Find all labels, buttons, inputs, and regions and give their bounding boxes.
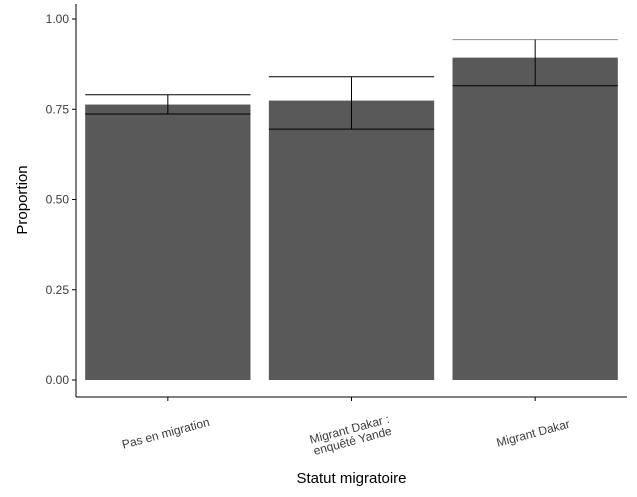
errorbar-3 (452, 39, 618, 87)
bar-2 (268, 100, 435, 380)
bar-1 (85, 104, 251, 380)
y-ticks: 0.00 0.25 0.50 0.75 1.00 (46, 12, 76, 387)
bar-3 (452, 57, 618, 380)
x-tick-label: Migrant Dakar :enquêté Yande (308, 412, 394, 458)
x-ticks: Pas en migration Migrant Dakar :enquêté Y… (120, 397, 571, 458)
errorbar-1 (85, 94, 251, 115)
x-tick-label: Migrant Dakar (495, 417, 571, 450)
y-tick-label: 1.00 (46, 12, 70, 26)
y-tick-label: 0.50 (46, 193, 70, 207)
x-axis-title: Statut migratoire (296, 470, 406, 487)
bars-layer (85, 57, 618, 380)
x-tick-label: Pas en migration (120, 415, 211, 452)
y-tick-label: 0.25 (46, 283, 70, 297)
y-tick-label: 0.00 (46, 373, 70, 387)
y-tick-label: 0.75 (46, 102, 70, 116)
errorbars-layer (85, 39, 618, 130)
y-axis-title: Proportion (14, 165, 31, 234)
errorbar-2 (268, 76, 435, 130)
